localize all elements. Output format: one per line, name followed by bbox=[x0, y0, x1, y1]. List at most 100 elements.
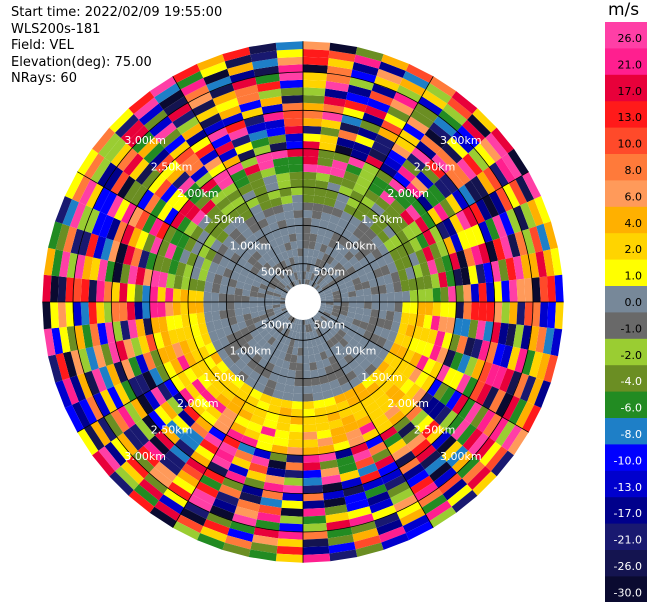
gate-cell bbox=[319, 452, 337, 463]
gate-cell bbox=[254, 320, 264, 329]
gate-cell bbox=[213, 319, 223, 331]
colorbar-swatch bbox=[605, 259, 647, 287]
gate-cell bbox=[415, 233, 430, 249]
gate-cell bbox=[278, 281, 286, 289]
gate-cell bbox=[385, 282, 395, 294]
gate-cell bbox=[170, 374, 186, 393]
gate-cell bbox=[515, 401, 535, 429]
gate-cell bbox=[411, 387, 427, 405]
gate-cell bbox=[175, 327, 187, 343]
gate-cell bbox=[411, 146, 432, 166]
gate-cell bbox=[195, 302, 204, 314]
gate-cell bbox=[303, 416, 316, 425]
gate-cell bbox=[200, 61, 228, 78]
gate-cell bbox=[338, 283, 347, 291]
gate-cell bbox=[235, 280, 245, 290]
gate-cell bbox=[396, 84, 422, 103]
gate-cell bbox=[234, 175, 250, 190]
gate-cell bbox=[272, 304, 281, 309]
gate-cell bbox=[338, 407, 353, 419]
gate-cell bbox=[312, 345, 320, 355]
gate-cell bbox=[203, 369, 218, 385]
gate-cell bbox=[482, 194, 500, 218]
gate-cell bbox=[257, 375, 269, 386]
gate-cell bbox=[91, 211, 107, 236]
gate-cell bbox=[314, 353, 322, 362]
gate-cell bbox=[341, 114, 363, 127]
gate-cell bbox=[285, 320, 292, 329]
gate-cell bbox=[225, 470, 247, 485]
gate-cell bbox=[485, 240, 498, 263]
gate-cell bbox=[321, 253, 330, 263]
ring-label: 3.00km bbox=[440, 450, 482, 463]
gate-cell bbox=[293, 339, 299, 348]
gate-cell bbox=[388, 219, 403, 235]
gate-cell bbox=[463, 337, 476, 357]
gate-cell bbox=[400, 399, 417, 416]
gate-cell bbox=[324, 229, 335, 239]
gate-cell bbox=[77, 148, 99, 176]
gate-cell bbox=[535, 251, 547, 278]
gate-cell bbox=[290, 354, 298, 363]
gate-cell bbox=[229, 69, 256, 84]
gate-cell bbox=[317, 367, 327, 377]
gate-cell bbox=[498, 259, 509, 282]
gate-cell bbox=[247, 323, 257, 333]
gate-cell bbox=[322, 358, 332, 368]
gate-cell bbox=[311, 218, 321, 227]
gate-cell bbox=[359, 358, 372, 371]
gate-cell bbox=[483, 262, 494, 283]
gate-cell bbox=[507, 346, 521, 371]
gate-cell bbox=[284, 353, 292, 362]
gate-cell bbox=[242, 289, 251, 297]
gate-cell bbox=[543, 249, 555, 277]
gate-cell bbox=[456, 158, 477, 181]
gate-cell bbox=[191, 487, 216, 506]
gate-cell bbox=[73, 278, 82, 302]
gate-cell bbox=[399, 507, 426, 527]
colorbar-tick-label: 6.0 bbox=[625, 190, 643, 203]
gate-cell bbox=[228, 127, 249, 141]
gate-cell bbox=[141, 370, 157, 391]
gate-cell bbox=[373, 267, 384, 279]
gate-cell bbox=[354, 54, 382, 69]
gate-cell bbox=[277, 56, 303, 66]
azimuth-spoke bbox=[77, 301, 304, 433]
gate-cell bbox=[215, 264, 226, 276]
gate-cell bbox=[303, 439, 319, 448]
gate-cell bbox=[303, 347, 309, 356]
gate-cell bbox=[411, 199, 427, 217]
gate-cell bbox=[217, 373, 232, 388]
gate-cell bbox=[71, 401, 91, 429]
gate-cell bbox=[141, 213, 157, 234]
gate-cell bbox=[112, 262, 123, 283]
gate-cell bbox=[415, 276, 425, 290]
gate-cell bbox=[303, 477, 323, 486]
gate-cell bbox=[333, 305, 342, 310]
gate-cell bbox=[185, 129, 208, 147]
gate-cell bbox=[441, 440, 463, 462]
gate-cell bbox=[356, 388, 371, 402]
gate-cell bbox=[299, 332, 303, 341]
gate-cell bbox=[469, 202, 486, 224]
gate-cell bbox=[427, 259, 438, 275]
gate-cell bbox=[394, 374, 409, 390]
gate-cell bbox=[130, 397, 148, 420]
gate-cell bbox=[325, 264, 334, 274]
gate-cell bbox=[275, 172, 291, 182]
gate-cell bbox=[120, 263, 131, 284]
gate-cell bbox=[462, 461, 486, 485]
gate-cell bbox=[303, 148, 319, 158]
gate-cell bbox=[463, 247, 476, 267]
gate-cell bbox=[59, 326, 71, 353]
gate-cell bbox=[249, 388, 263, 401]
gate-cell bbox=[417, 289, 426, 302]
gate-cell bbox=[379, 293, 388, 302]
gate-cell bbox=[158, 316, 168, 333]
gate-cell bbox=[536, 353, 551, 381]
gate-cell bbox=[396, 501, 422, 520]
gate-cell bbox=[395, 394, 412, 411]
gate-cell bbox=[222, 47, 251, 62]
gate-cell bbox=[383, 155, 403, 172]
gate-cell bbox=[276, 546, 303, 555]
